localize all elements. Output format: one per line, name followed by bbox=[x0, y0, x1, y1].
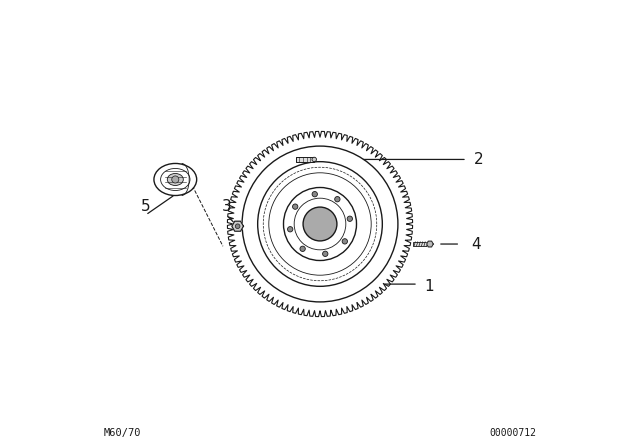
Circle shape bbox=[269, 173, 371, 275]
Polygon shape bbox=[427, 241, 433, 247]
Text: 5: 5 bbox=[141, 199, 150, 214]
Ellipse shape bbox=[154, 164, 196, 195]
Circle shape bbox=[292, 204, 298, 209]
Circle shape bbox=[242, 146, 398, 302]
Circle shape bbox=[303, 207, 337, 241]
Circle shape bbox=[335, 197, 340, 202]
Circle shape bbox=[312, 157, 316, 162]
Polygon shape bbox=[227, 131, 413, 317]
Ellipse shape bbox=[167, 173, 183, 185]
Circle shape bbox=[294, 198, 346, 250]
Circle shape bbox=[323, 251, 328, 257]
Text: 2: 2 bbox=[474, 152, 483, 167]
Circle shape bbox=[300, 246, 305, 251]
Circle shape bbox=[287, 227, 293, 232]
Bar bbox=[413, 242, 430, 246]
Circle shape bbox=[312, 191, 317, 197]
Circle shape bbox=[258, 162, 382, 286]
Circle shape bbox=[236, 224, 240, 228]
Circle shape bbox=[342, 239, 348, 244]
Text: 1: 1 bbox=[424, 279, 435, 294]
Text: 00000712: 00000712 bbox=[489, 428, 536, 438]
Polygon shape bbox=[232, 221, 243, 231]
Circle shape bbox=[284, 188, 356, 260]
Text: 4: 4 bbox=[472, 237, 481, 251]
Circle shape bbox=[347, 216, 353, 221]
Circle shape bbox=[172, 176, 179, 183]
Text: M60/70: M60/70 bbox=[104, 428, 141, 438]
Ellipse shape bbox=[161, 168, 190, 190]
Text: 3: 3 bbox=[222, 199, 232, 214]
Bar bbox=[296, 157, 314, 162]
